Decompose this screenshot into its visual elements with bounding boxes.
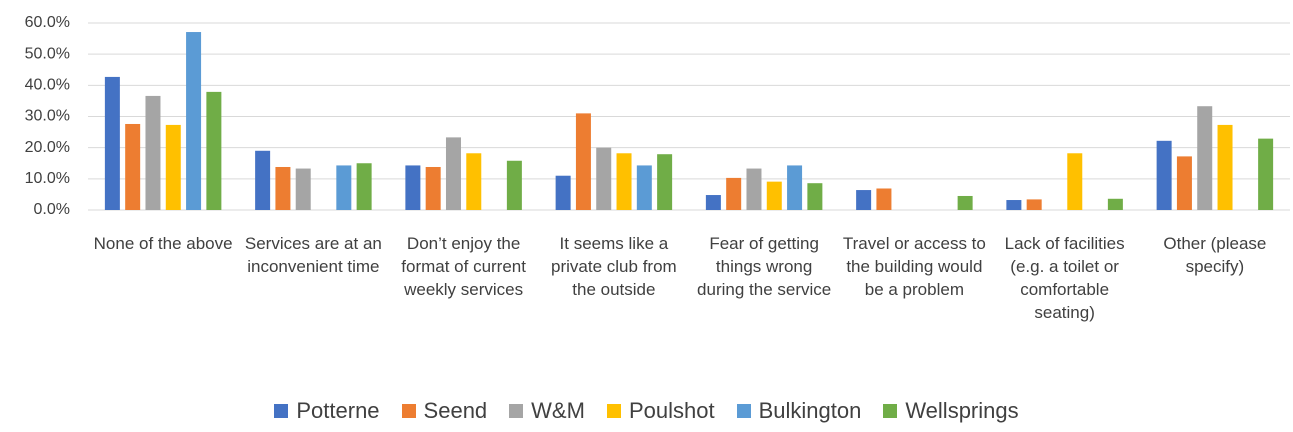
bar (275, 166, 291, 210)
bar (636, 165, 652, 210)
legend: Potterne Seend W&M Poulshot Bulkington Wellsp… (0, 398, 1293, 424)
y-tick-label: 40.0% (25, 77, 70, 94)
legend-item: W&M (509, 398, 585, 424)
bar (145, 95, 161, 210)
legend-label: Bulkington (758, 398, 862, 423)
y-tick-label: 50.0% (25, 45, 70, 62)
legend-label: Seend (423, 398, 488, 423)
bar (766, 181, 782, 210)
x-tick-label: None of the above (93, 234, 233, 253)
bar (1176, 156, 1192, 210)
y-tick-label: 60.0% (25, 14, 70, 31)
bar (336, 165, 352, 210)
bar (787, 165, 803, 210)
bar (705, 195, 721, 210)
x-tick-label: Don’t enjoy the format of current weekly… (401, 234, 526, 299)
legend-swatch (606, 404, 621, 418)
legend-item: Wellsprings (883, 398, 1019, 424)
bar (1107, 198, 1123, 210)
bar (1006, 200, 1022, 210)
legend-item: Potterne (274, 398, 380, 424)
y-tick-label: 30.0% (25, 108, 70, 125)
bar (807, 183, 823, 210)
bar (1217, 124, 1233, 210)
bar (165, 124, 181, 210)
x-tick-label: Services are at an inconvenient time (244, 234, 382, 276)
bar (356, 163, 372, 210)
legend-label: W&M (531, 398, 585, 423)
bar (186, 32, 202, 211)
bar (125, 123, 141, 210)
legend-swatch (509, 404, 524, 418)
legend-swatch (274, 404, 289, 418)
bar (255, 150, 271, 210)
bar (1258, 138, 1274, 210)
bar (616, 153, 632, 210)
legend-label: Wellsprings (905, 398, 1019, 423)
legend-label: Poulshot (628, 398, 715, 423)
x-tick-label: It seems like a private club from the ou… (551, 234, 677, 299)
bar (295, 168, 311, 210)
bar (746, 168, 762, 210)
bar (555, 175, 571, 210)
legend-item: Poulshot (606, 398, 715, 424)
bar (726, 177, 742, 210)
bar (104, 76, 120, 210)
bar (425, 166, 441, 210)
legend-swatch (401, 404, 416, 418)
bar (445, 137, 461, 210)
legend-item: Bulkington (736, 398, 862, 424)
bar (856, 190, 872, 210)
bar (206, 91, 222, 210)
bar (466, 153, 482, 210)
bar (876, 188, 892, 210)
legend-label: Potterne (296, 398, 380, 423)
bar (1026, 199, 1042, 210)
x-tick-label: Travel or access to the building would b… (842, 234, 986, 299)
x-tick-label: Other (please specify) (1163, 234, 1267, 276)
x-tick-label: Lack of facilities (e.g. a toilet or com… (1004, 234, 1125, 322)
x-tick-label: Fear of getting things wrong during the … (697, 234, 832, 299)
legend-swatch (883, 404, 898, 418)
y-tick-label: 0.0% (34, 201, 70, 218)
legend-item: Seend (401, 398, 488, 424)
bar (1156, 140, 1172, 210)
bar (506, 160, 522, 210)
bar (1067, 153, 1083, 210)
bar (405, 165, 421, 210)
bar (596, 147, 612, 210)
legend-swatch (736, 404, 751, 418)
bar (1197, 106, 1213, 210)
bar (657, 154, 673, 210)
y-tick-label: 20.0% (25, 139, 70, 156)
bar (575, 113, 591, 210)
y-tick-label: 10.0% (25, 170, 70, 187)
bar (957, 195, 973, 210)
